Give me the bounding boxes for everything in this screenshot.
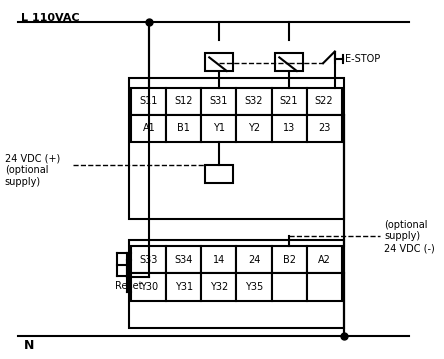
Text: S32: S32 (245, 96, 263, 106)
Bar (131, 274, 166, 300)
Bar (275, 53, 303, 71)
Bar (202, 274, 237, 300)
Text: 13: 13 (283, 123, 295, 134)
Bar (306, 274, 341, 300)
Text: 23: 23 (318, 123, 330, 134)
Bar (272, 88, 306, 115)
Text: B2: B2 (282, 255, 296, 265)
Bar (306, 88, 341, 115)
Bar (166, 88, 202, 115)
Text: S11: S11 (140, 96, 158, 106)
Bar (166, 115, 202, 142)
Text: Y2: Y2 (248, 123, 260, 134)
Bar (272, 274, 306, 300)
Text: 14: 14 (213, 255, 225, 265)
Bar (272, 246, 306, 274)
Bar (131, 246, 166, 274)
Bar (306, 115, 341, 142)
Text: A2: A2 (317, 255, 330, 265)
Text: Reset: Reset (115, 281, 143, 291)
Text: L 110VAC: L 110VAC (21, 13, 80, 23)
Bar (237, 274, 272, 300)
Text: B1: B1 (178, 123, 190, 134)
Bar (166, 274, 202, 300)
Text: S22: S22 (315, 96, 333, 106)
Text: Y31: Y31 (175, 282, 193, 292)
Text: Y35: Y35 (245, 282, 263, 292)
Bar (237, 88, 272, 115)
Text: S21: S21 (280, 96, 298, 106)
Text: 24 VDC (+)
(optional
supply): 24 VDC (+) (optional supply) (5, 154, 60, 187)
Bar (306, 246, 341, 274)
Bar (272, 115, 306, 142)
Bar (130, 240, 344, 328)
Text: (optional
supply)
24 VDC (-): (optional supply) 24 VDC (-) (385, 220, 435, 253)
Text: S34: S34 (175, 255, 193, 265)
Bar (202, 88, 237, 115)
Bar (237, 246, 272, 274)
Bar (205, 53, 233, 71)
Text: 24: 24 (248, 255, 260, 265)
Text: Y32: Y32 (210, 282, 228, 292)
Bar (202, 115, 237, 142)
Text: S31: S31 (210, 96, 228, 106)
Bar (205, 165, 233, 183)
Bar (237, 115, 272, 142)
Bar (166, 246, 202, 274)
Bar (131, 88, 166, 115)
Text: Y1: Y1 (213, 123, 225, 134)
Bar (202, 246, 237, 274)
Text: S12: S12 (174, 96, 193, 106)
Text: N: N (24, 339, 35, 352)
Text: S33: S33 (140, 255, 158, 265)
Bar (130, 78, 344, 219)
Text: A1: A1 (143, 123, 155, 134)
Bar (131, 115, 166, 142)
Text: E-STOP: E-STOP (345, 54, 380, 64)
Text: Y30: Y30 (140, 282, 158, 292)
